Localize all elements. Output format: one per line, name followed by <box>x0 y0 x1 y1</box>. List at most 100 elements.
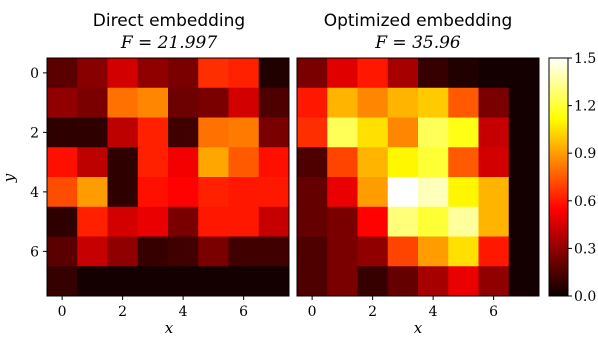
heatmap-cell <box>508 266 540 297</box>
heatmap-cell <box>448 87 479 118</box>
heatmap-cell <box>168 58 199 89</box>
heatmap-cell <box>107 58 139 89</box>
heatmap-cell <box>357 206 389 237</box>
heatmap-cell <box>297 147 328 178</box>
heatmap-cell <box>357 266 389 297</box>
heatmap-cell <box>297 236 328 267</box>
heatmap-cell <box>418 266 449 297</box>
heatmap-cell <box>387 266 419 297</box>
heatmap-cell <box>47 117 78 148</box>
heatmap-cell <box>168 236 199 267</box>
heatmap-cell <box>258 117 290 148</box>
heatmap-cell <box>77 87 108 118</box>
heatmap-cell <box>228 266 260 297</box>
heatmap-cell <box>168 266 199 297</box>
heatmap-panel-optimized: 0 2 4 6 <box>296 57 540 320</box>
heatmap-cell <box>228 206 260 237</box>
heatmap-cell <box>327 236 358 267</box>
heatmap-cell <box>168 117 199 148</box>
heatmap-cell <box>137 87 169 118</box>
heatmap-cell <box>387 206 419 237</box>
y-tick-label: 6 <box>30 244 39 260</box>
heatmap-cell <box>168 147 199 178</box>
heatmap-cell <box>478 147 510 178</box>
heatmap-cell <box>297 177 328 208</box>
heatmap-cell <box>228 177 260 208</box>
heatmap-cell <box>107 236 139 267</box>
heatmap-cell <box>107 266 139 297</box>
heatmap-cell <box>137 58 169 89</box>
colorbar: 0.0 0.3 0.6 0.9 1.2 1.5 <box>548 51 596 305</box>
heatmap-cell <box>258 87 290 118</box>
heatmap-cell <box>107 87 139 118</box>
heatmap-cell <box>297 87 328 118</box>
heatmap-cell <box>47 177 78 208</box>
heatmap-cell <box>387 177 419 208</box>
heatmap-cell <box>198 87 229 118</box>
panel2-title: Optimized embedding <box>324 11 513 31</box>
panel-frame <box>46 57 290 297</box>
x-tick-label: 4 <box>179 304 188 320</box>
heatmap-cell <box>258 206 290 237</box>
heatmap-cell <box>478 117 510 148</box>
heatmap-cell <box>198 236 229 267</box>
panel1-subtitle: F = 21.997 <box>120 33 218 53</box>
heatmap-cell <box>198 147 229 178</box>
heatmap-cell <box>478 87 510 118</box>
x-tick-label: 6 <box>239 304 248 320</box>
heatmap-cell <box>198 117 229 148</box>
colorbar-tick-label: 1.5 <box>574 51 596 67</box>
heatmap-cell <box>107 206 139 237</box>
x-tick-label: 4 <box>429 304 438 320</box>
heatmap-cell <box>47 236 78 267</box>
heatmap-cell <box>387 87 419 118</box>
heatmap-cell <box>387 147 419 178</box>
heatmap-cell <box>508 177 540 208</box>
heatmap-cell <box>47 147 78 178</box>
heatmap-panel-direct: 0 2 4 6 0 2 4 6 <box>30 57 290 320</box>
x-tick-label: 6 <box>489 304 498 320</box>
heatmap-cell <box>387 58 419 89</box>
heatmap-cell <box>77 236 108 267</box>
heatmap-cell <box>168 87 199 118</box>
heatmap-cell <box>418 236 449 267</box>
heatmap-cell <box>258 177 290 208</box>
colorbar-tick-label: 0.0 <box>574 289 596 305</box>
heatmap-cell <box>357 177 389 208</box>
y-tick-label: 4 <box>30 185 39 201</box>
heatmap-cell <box>258 147 290 178</box>
y-tick-label: 0 <box>30 66 39 82</box>
heatmap-cell <box>508 206 540 237</box>
heatmap-cell <box>258 58 290 89</box>
heatmap-cell <box>47 266 78 297</box>
heatmap-cell <box>418 58 449 89</box>
heatmap-cell <box>107 177 139 208</box>
heatmap-cell <box>508 236 540 267</box>
colorbar-tick-label: 0.6 <box>574 194 596 210</box>
x-axis-label-panel1: x <box>165 319 174 337</box>
heatmap-cell <box>448 266 479 297</box>
heatmap-cell <box>448 117 479 148</box>
heatmap-cell <box>137 206 169 237</box>
panel-frame <box>296 57 540 297</box>
heatmap-cell <box>168 206 199 237</box>
heatmap-cell <box>228 236 260 267</box>
heatmap-cell <box>357 117 389 148</box>
heatmap-cell <box>297 58 328 89</box>
heatmap-cell <box>198 206 229 237</box>
colorbar-frame <box>548 57 569 297</box>
heatmap-cell <box>297 117 328 148</box>
heatmap-cell <box>327 147 358 178</box>
heatmap-cell <box>77 117 108 148</box>
heatmap-cell <box>418 147 449 178</box>
heatmap-cell <box>478 236 510 267</box>
heatmap-cell <box>357 87 389 118</box>
heatmap-cell <box>137 236 169 267</box>
heatmap-cell <box>448 206 479 237</box>
heatmap-cell <box>258 266 290 297</box>
heatmap-cell <box>357 236 389 267</box>
heatmap-cell <box>478 206 510 237</box>
heatmap-cell <box>198 177 229 208</box>
x-axis-label-panel2: x <box>414 319 423 337</box>
heatmap-cell <box>137 266 169 297</box>
